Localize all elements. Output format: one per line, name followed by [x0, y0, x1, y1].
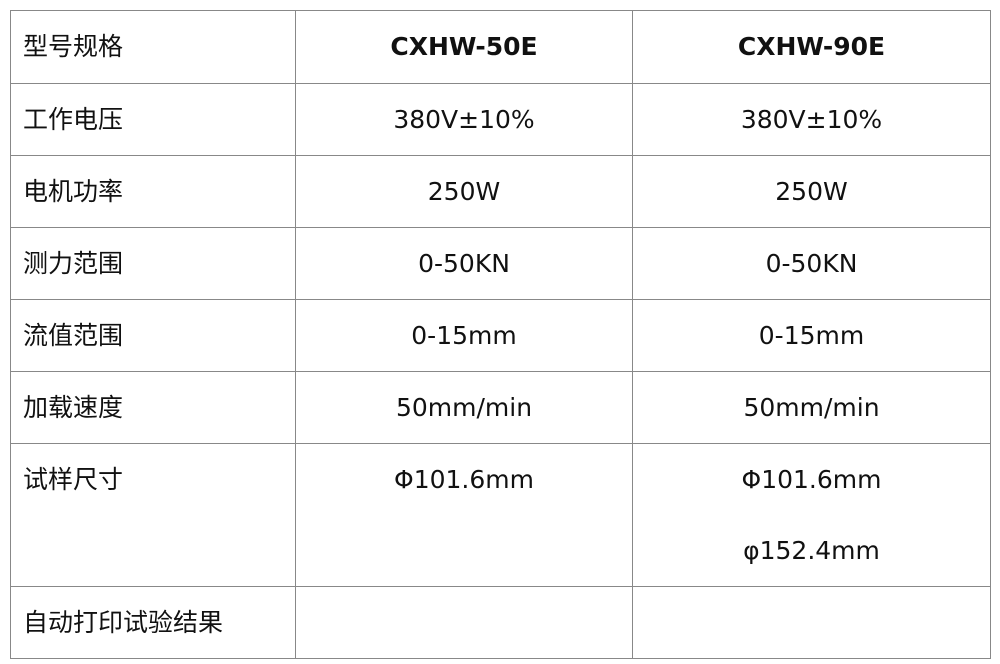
- table-row: 自动打印试验结果: [10, 586, 991, 659]
- cell-text: Φ101.6mm: [741, 465, 882, 494]
- cell-text: 试样尺寸: [23, 465, 124, 494]
- cell-text: Φ101.6mm: [394, 465, 534, 494]
- table-cell: 380V±10%: [632, 83, 991, 156]
- row-label: 流值范围: [10, 299, 296, 372]
- header-row: 型号规格 CXHW-50E CXHW-90E: [10, 10, 991, 84]
- table-cell: 0-50KN: [632, 227, 991, 300]
- cell-text: 0-50KN: [765, 249, 858, 278]
- table-row: 加载速度 50mm/min 50mm/min: [10, 371, 991, 444]
- table-cell: 250W: [295, 155, 633, 228]
- cell-text: 250W: [775, 177, 848, 206]
- cell-text: 0-50KN: [418, 249, 510, 278]
- cell-text: 测力范围: [23, 249, 124, 278]
- cell-text: 380V±10%: [740, 105, 883, 134]
- cell-text: CXHW-50E: [390, 32, 538, 61]
- table-cell: 50mm/min: [295, 371, 633, 444]
- row-label: 试样尺寸: [10, 443, 296, 587]
- spec-table: 型号规格 CXHW-50E CXHW-90E 工作电压 380V±10% 380V±10%…: [10, 10, 991, 659]
- table-cell: Φ101.6mm: [295, 443, 633, 587]
- row-label: 测力范围: [10, 227, 296, 300]
- table-row: 工作电压 380V±10% 380V±10%: [10, 83, 991, 156]
- cell-text: φ152.4mm: [743, 536, 880, 565]
- table-cell: 50mm/min: [632, 371, 991, 444]
- table-cell: Φ101.6mm φ152.4mm: [632, 443, 991, 587]
- cell-text: 250W: [427, 177, 501, 206]
- cell-text: 工作电压: [23, 105, 124, 134]
- cell-text: 流值范围: [23, 321, 124, 350]
- table-body: 型号规格 CXHW-50E CXHW-90E 工作电压 380V±10% 380V±10%…: [10, 10, 991, 659]
- table-cell: 0-15mm: [295, 299, 633, 372]
- table-cell: [295, 586, 633, 659]
- header-cell: CXHW-90E: [632, 10, 991, 84]
- table-row: 电机功率 250W 250W: [10, 155, 991, 228]
- table-cell: 0-15mm: [632, 299, 991, 372]
- empty-cell: [633, 587, 990, 658]
- cell-text: 型号规格: [23, 32, 124, 61]
- row-label: 加载速度: [10, 371, 296, 444]
- table-row: 流值范围 0-15mm 0-15mm: [10, 299, 991, 372]
- cell-text: 自动打印试验结果: [23, 608, 224, 637]
- table-row: 测力范围 0-50KN 0-50KN: [10, 227, 991, 300]
- header-cell: 型号规格: [10, 10, 296, 84]
- table-cell: 0-50KN: [295, 227, 633, 300]
- header-cell: CXHW-50E: [295, 10, 633, 84]
- cell-text: 0-15mm: [411, 321, 517, 350]
- table-cell: [632, 586, 991, 659]
- cell-text: CXHW-90E: [737, 32, 886, 61]
- cell-text: 380V±10%: [393, 105, 535, 134]
- row-label: 工作电压: [10, 83, 296, 156]
- row-label: 自动打印试验结果: [10, 586, 296, 659]
- table-cell: 250W: [632, 155, 991, 228]
- cell-text: 50mm/min: [395, 393, 533, 422]
- cell-text: 电机功率: [23, 177, 124, 206]
- empty-cell: [296, 587, 632, 658]
- table-row: 试样尺寸 Φ101.6mm Φ101.6mm φ152.4mm: [10, 443, 991, 587]
- table-cell: 380V±10%: [295, 83, 633, 156]
- cell-text: 50mm/min: [743, 393, 880, 422]
- row-label: 电机功率: [10, 155, 296, 228]
- cell-text: 加载速度: [23, 393, 124, 422]
- cell-text: 0-15mm: [758, 321, 865, 350]
